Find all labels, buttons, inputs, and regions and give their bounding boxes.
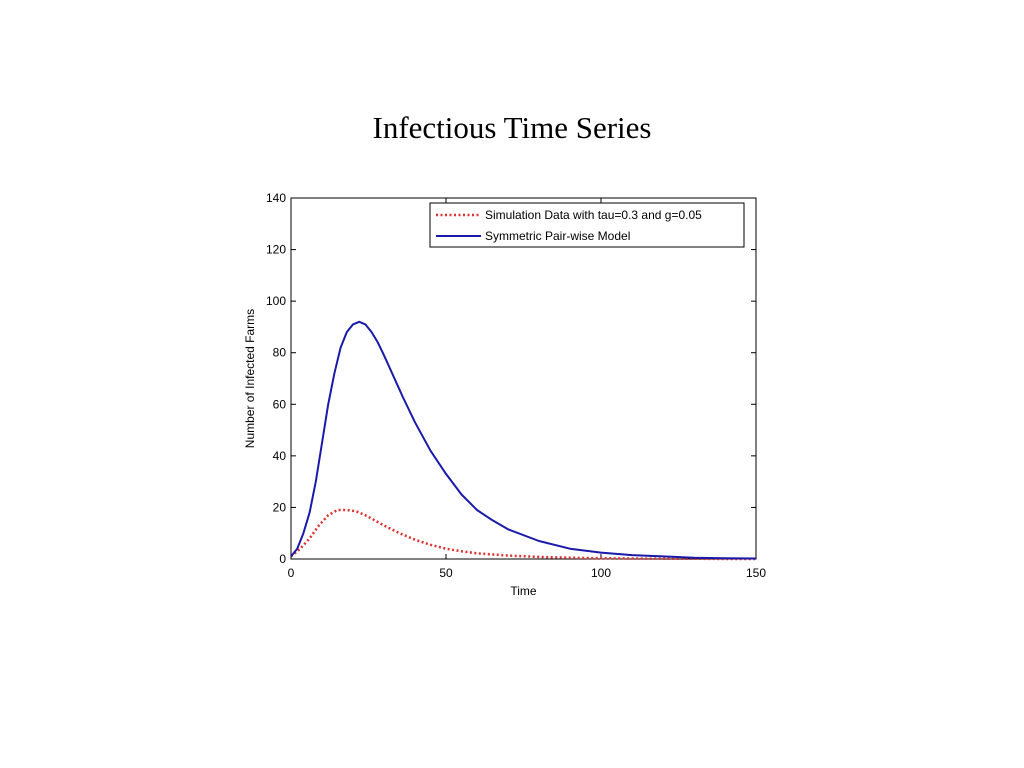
legend-label-1: Simulation Data with tau=0.3 and g=0.05 [485, 208, 702, 222]
chart-title: Infectious Time Series [372, 110, 652, 145]
legend-box [429, 202, 745, 248]
y-tick-label: 0 [279, 552, 286, 566]
y-tick-label: 80 [273, 346, 287, 360]
axes-box [290, 197, 757, 560]
plot-area [290, 197, 757, 560]
x-tick-label: 150 [746, 566, 766, 580]
legend-label-2: Symmetric Pair-wise Model [485, 229, 630, 243]
x-tick-label: 100 [591, 566, 611, 580]
x-axis: 0 50 100 150 [288, 198, 766, 580]
y-axis: 0 20 40 60 80 100 120 140 [266, 191, 756, 566]
y-tick-label: 120 [266, 243, 286, 257]
legend: Simulation Data with tau=0.3 and g=0.05 S… [429, 202, 745, 248]
y-tick-label: 60 [273, 397, 287, 411]
y-tick-label: 20 [273, 500, 287, 514]
y-tick-label: 140 [266, 191, 286, 205]
y-tick-label: 100 [266, 294, 286, 308]
x-tick-label: 0 [288, 566, 295, 580]
series-line-2 [290, 320, 757, 560]
series-layer [290, 320, 757, 561]
y-tick-label: 40 [273, 449, 287, 463]
x-axis-label: Time [510, 584, 537, 598]
series-line-1 [290, 508, 756, 561]
x-tick-label: 50 [439, 566, 453, 580]
y-axis-label: Number of Infected Farms [243, 309, 257, 448]
